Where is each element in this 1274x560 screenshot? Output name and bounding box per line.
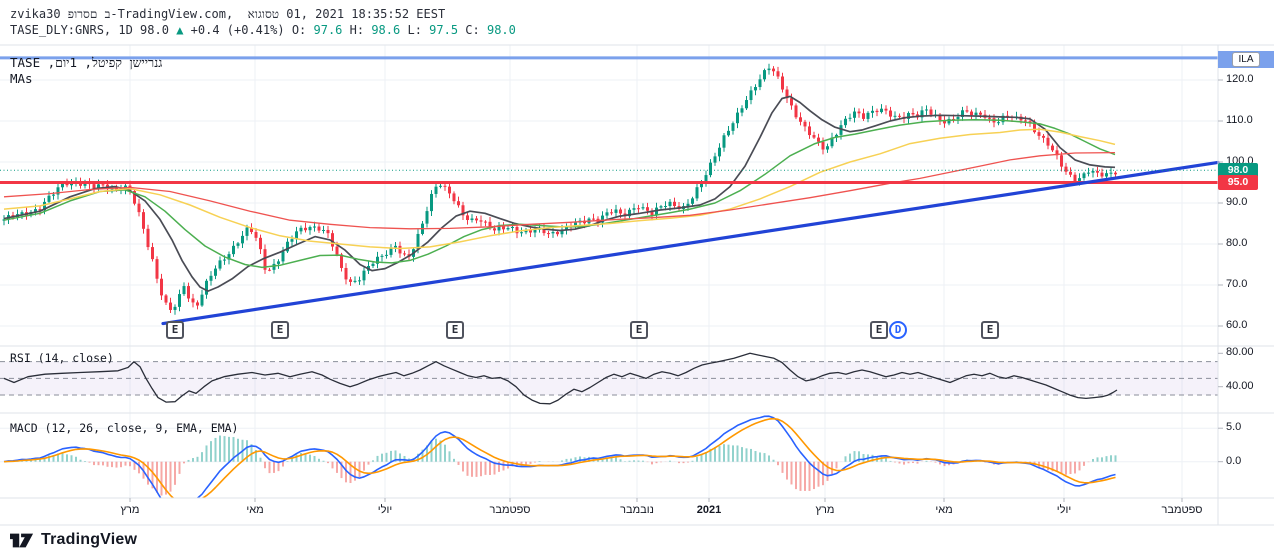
attribution-line: zvika30 פורסם ב-TradingView.com, אוגוסט … xyxy=(10,7,446,21)
rsi-axis-label: 80.00 xyxy=(1226,346,1254,359)
earnings-marker[interactable]: E xyxy=(271,321,289,339)
low-value: 97.5 xyxy=(429,23,459,37)
open-value: 97.6 xyxy=(313,23,343,37)
time-axis-label[interactable]: מרץ xyxy=(120,504,140,516)
price-axis-label: 70.0 xyxy=(1226,278,1248,290)
time-axis-label[interactable]: 2021 xyxy=(696,504,722,516)
rsi-axis-label: 40.00 xyxy=(1226,379,1254,392)
time-axis-label[interactable]: מאי xyxy=(246,504,264,516)
high-value: 98.6 xyxy=(371,23,401,37)
macd-axis-label: 0.0 xyxy=(1226,454,1242,467)
symbol-status-line: TASE_DLY:GNRS, 1D 98.0 ▲ +0.4 (+0.41%) O… xyxy=(10,23,516,37)
high-label: H: xyxy=(349,23,365,37)
price-axis-label: 120.0 xyxy=(1226,73,1254,85)
change-value: +0.4 (+0.41%) xyxy=(190,23,285,37)
price-axis-label: 60.0 xyxy=(1226,319,1248,331)
tradingview-logomark xyxy=(10,533,34,547)
earnings-marker[interactable]: E xyxy=(166,321,184,339)
price-badge: 95.0 xyxy=(1218,175,1258,190)
rsi-pane-label[interactable]: RSI (14, close) xyxy=(10,351,114,365)
price-axis-label: 80.0 xyxy=(1226,237,1248,249)
price-axis-label: 110.0 xyxy=(1226,114,1253,126)
time-axis-label[interactable]: מרץ xyxy=(815,504,835,516)
time-axis-label[interactable]: נובמבר xyxy=(620,504,654,516)
time-axis-label[interactable]: מאי xyxy=(935,504,953,516)
earnings-marker[interactable]: E xyxy=(446,321,464,339)
time-axis-label[interactable]: ספטמבר xyxy=(489,504,531,516)
price-axis-unit-badge[interactable]: ILA xyxy=(1218,51,1274,68)
legend-indicator-mas[interactable]: MAs xyxy=(10,71,33,86)
time-axis-label[interactable]: ספטמבר xyxy=(1161,504,1203,516)
earnings-marker[interactable]: E xyxy=(870,321,888,339)
close-value: 98.0 xyxy=(486,23,516,37)
macd-axis-label: 5.0 xyxy=(1226,421,1242,434)
low-label: L: xyxy=(407,23,422,37)
symbol-interval: TASE_DLY:GNRS, 1D 98.0 xyxy=(10,23,169,37)
time-axis-label[interactable]: יולי xyxy=(1056,504,1072,516)
macd-pane-label[interactable]: MACD (12, 26, close, 9, EMA, EMA) xyxy=(10,421,239,435)
change-arrow-icon: ▲ xyxy=(176,23,184,37)
price-badge: 98.0 xyxy=(1218,162,1258,178)
time-axis-label[interactable]: יולי xyxy=(377,504,393,516)
open-label: O: xyxy=(291,23,307,37)
tradingview-logo-text: TradingView xyxy=(41,531,138,548)
currency-unit-chip[interactable]: ILA xyxy=(1232,52,1260,67)
close-label: C: xyxy=(465,23,480,37)
legend-symbol-title[interactable]: גנריישן קפיטל, 1יום, TASE xyxy=(10,55,163,70)
price-axis-label: 90.0 xyxy=(1226,196,1248,208)
dividend-marker[interactable]: D xyxy=(889,321,907,339)
earnings-marker[interactable]: E xyxy=(630,321,648,339)
earnings-marker[interactable]: E xyxy=(981,321,999,339)
tradingview-logo[interactable]: TradingView xyxy=(10,531,137,549)
